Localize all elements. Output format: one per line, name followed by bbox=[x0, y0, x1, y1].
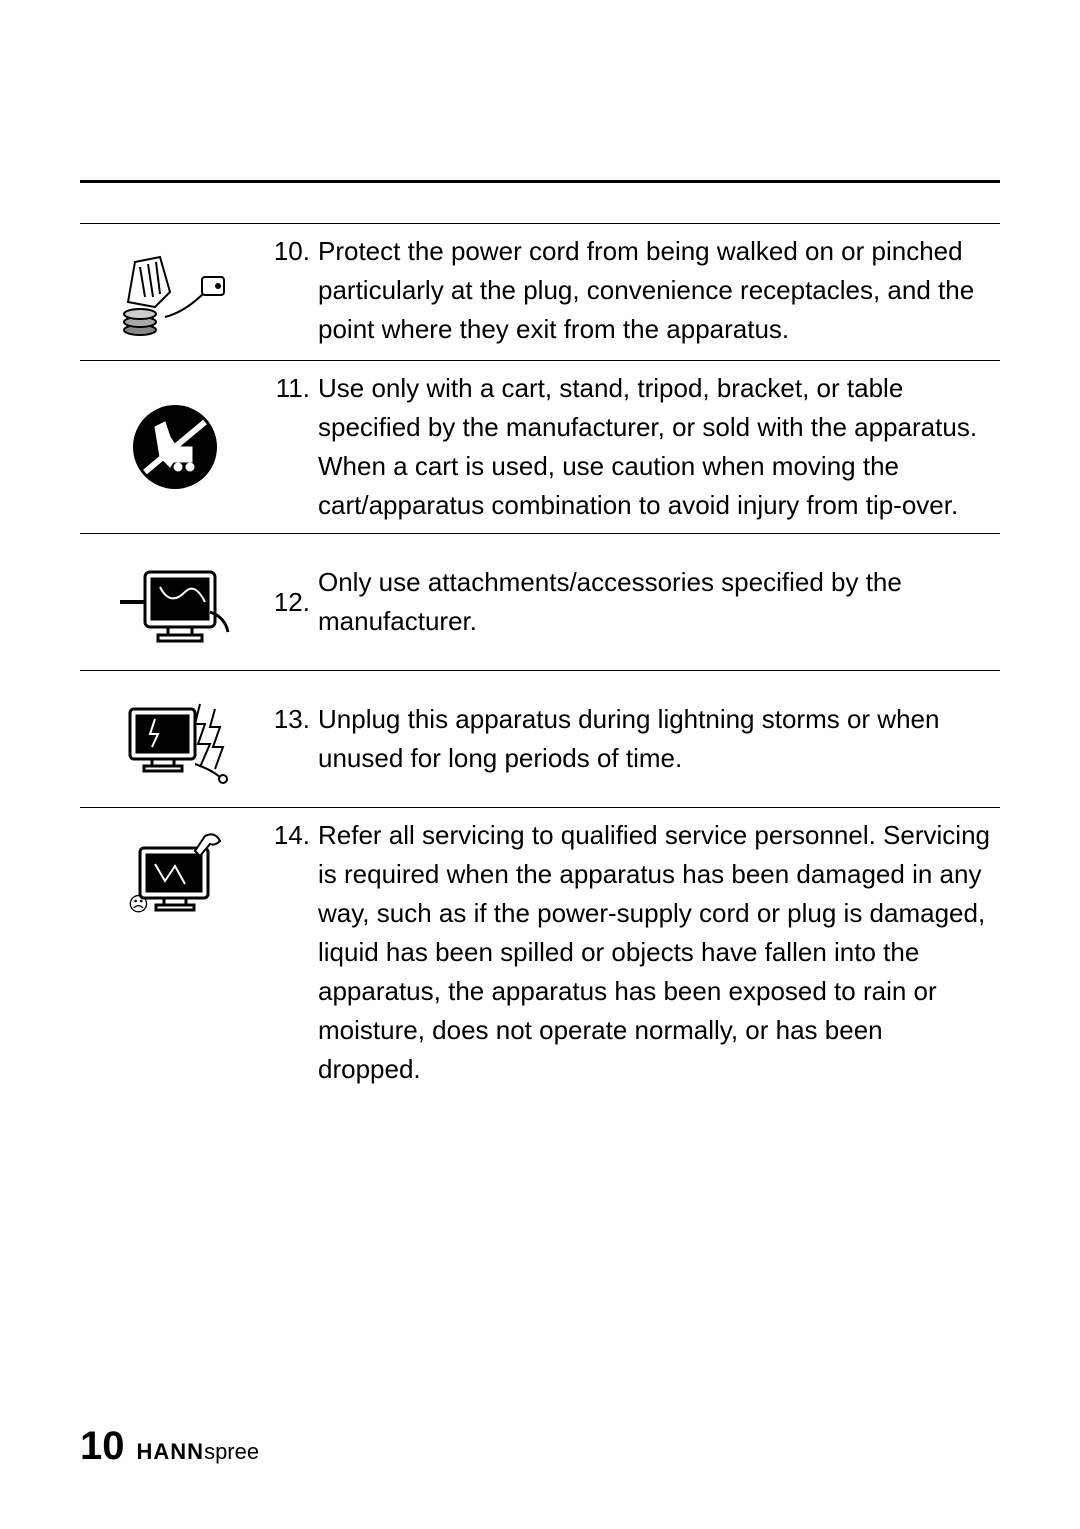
item-text: Only use attachments/accessories specifi… bbox=[318, 563, 1000, 641]
text-cell: 11. Use only with a cart, stand, tripod,… bbox=[270, 369, 1000, 525]
text-cell: 13. Unplug this apparatus during lightni… bbox=[270, 700, 1000, 778]
page-number: 10 bbox=[80, 1424, 125, 1469]
svg-text:☹: ☹ bbox=[128, 894, 149, 916]
brand-light-part: spree bbox=[204, 1439, 259, 1464]
item-text: Unplug this apparatus during lightning s… bbox=[318, 700, 1000, 778]
cart-tipover-icon bbox=[110, 397, 240, 497]
instructions-table: 10. Protect the power cord from being wa… bbox=[80, 223, 1000, 1097]
item-text: Protect the power cord from being walked… bbox=[318, 232, 1000, 349]
table-row: ☹ 14. Refer all servicing to qualified s… bbox=[80, 807, 1000, 1097]
table-row: 11. Use only with a cart, stand, tripod,… bbox=[80, 360, 1000, 533]
icon-cell bbox=[80, 679, 270, 799]
item-number: 13. bbox=[270, 700, 318, 739]
table-row: 13. Unplug this apparatus during lightni… bbox=[80, 670, 1000, 807]
brand-logo: HANNspree bbox=[137, 1439, 260, 1465]
header-rule bbox=[80, 180, 1000, 183]
item-text: Refer all servicing to qualified service… bbox=[318, 816, 1000, 1089]
icon-cell bbox=[80, 387, 270, 507]
attachments-icon bbox=[110, 552, 240, 652]
foot-cord-icon bbox=[110, 242, 240, 342]
text-cell: 14. Refer all servicing to qualified ser… bbox=[270, 816, 1000, 1089]
brand-bold-part: HANN bbox=[137, 1439, 205, 1464]
table-row: 10. Protect the power cord from being wa… bbox=[80, 223, 1000, 360]
item-number: 10. bbox=[270, 232, 318, 271]
text-cell: 12. Only use attachments/accessories spe… bbox=[270, 563, 1000, 641]
lightning-monitor-icon bbox=[110, 689, 240, 789]
icon-cell: ☹ bbox=[80, 816, 270, 936]
item-number: 12. bbox=[270, 583, 318, 622]
table-row: 12. Only use attachments/accessories spe… bbox=[80, 533, 1000, 670]
item-number: 11. bbox=[270, 369, 318, 408]
text-cell: 10. Protect the power cord from being wa… bbox=[270, 232, 1000, 349]
service-monitor-icon: ☹ bbox=[110, 826, 240, 926]
item-number: 14. bbox=[270, 816, 318, 855]
item-text: Use only with a cart, stand, tripod, bra… bbox=[318, 369, 1000, 525]
page-footer: 10 HANNspree bbox=[80, 1424, 259, 1469]
icon-cell bbox=[80, 232, 270, 352]
icon-cell bbox=[80, 542, 270, 662]
